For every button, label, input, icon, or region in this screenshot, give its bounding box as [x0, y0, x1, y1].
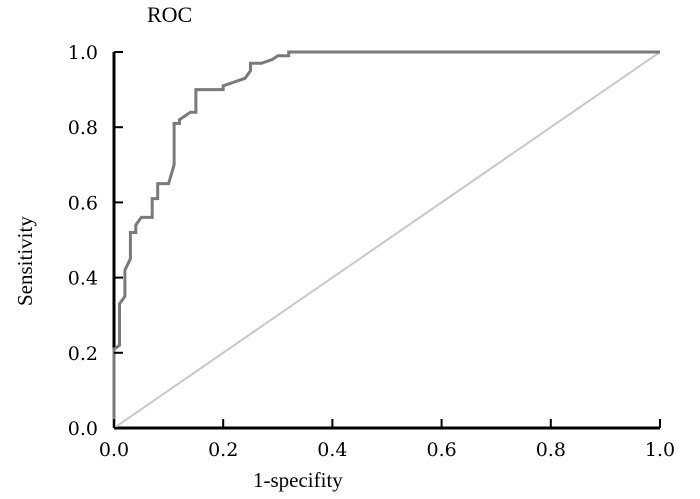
- plot-area: [112, 50, 661, 430]
- x-axis-ticks: 0.0 0.2 0.4 0.6 0.8 1.0: [99, 419, 675, 461]
- x-axis-label: 1-specifity: [253, 468, 343, 492]
- chart-title: ROC: [147, 2, 192, 27]
- y-axis-label: Sensitivity: [13, 216, 37, 306]
- x-tick-label: 1.0: [645, 439, 675, 461]
- y-tick-label: 0.6: [68, 192, 98, 214]
- x-tick-label: 0.4: [317, 439, 347, 461]
- y-tick-label: 1.0: [68, 42, 98, 64]
- y-tick-label: 0.8: [68, 117, 98, 139]
- reference-diagonal-line: [113, 51, 661, 429]
- y-tick-label: 0.2: [68, 343, 98, 365]
- y-tick-label: 0.4: [68, 268, 98, 290]
- x-tick-label: 0.2: [208, 439, 238, 461]
- x-tick-label: 0.0: [99, 439, 129, 461]
- x-tick-label: 0.6: [426, 439, 456, 461]
- y-axis-ticks: 0.0 0.2 0.4 0.6 0.8 1.0: [68, 42, 123, 440]
- x-tick-label: 0.8: [536, 439, 566, 461]
- y-tick-label: 0.0: [68, 418, 98, 440]
- roc-curve-line: [112, 50, 660, 428]
